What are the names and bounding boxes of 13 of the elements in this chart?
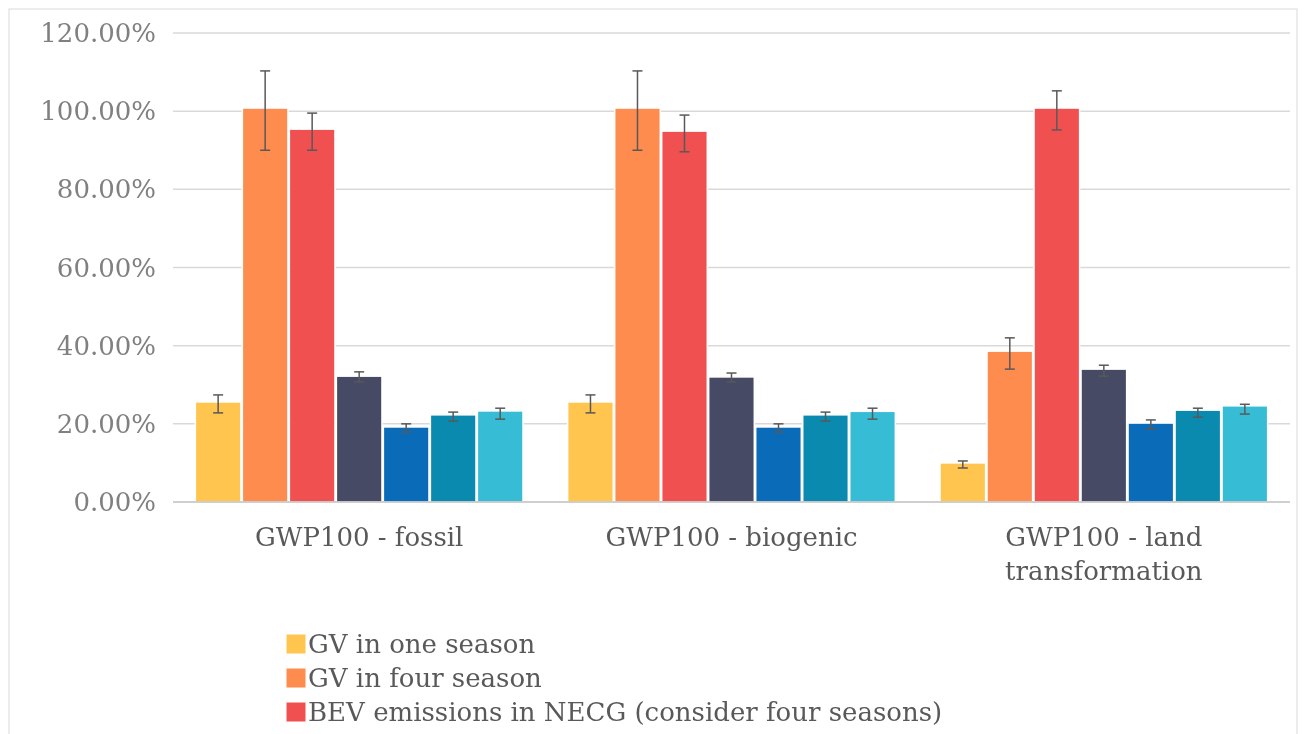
legend-label: GV in four season <box>308 663 543 694</box>
x-tick-label: GWP100 - fossil <box>254 522 464 552</box>
y-tick-label: 40.00% <box>56 330 156 361</box>
y-tick-label: 80.00% <box>56 174 156 205</box>
y-tick-label: 60.00% <box>56 252 156 283</box>
x-tick-label: GWP100 - land transformation <box>1005 522 1203 586</box>
y-tick-label: 120.00% <box>40 18 156 49</box>
y-tick-label: 0.00% <box>73 487 156 518</box>
legend-label: BEV emissions in NECG (consider four seasons) <box>308 697 943 728</box>
legend-label: GV in one season <box>308 629 536 660</box>
y-tick-label: 20.00% <box>56 408 156 439</box>
y-tick-label: 100.00% <box>40 96 156 127</box>
x-tick-label: GWP100 - biogenic <box>605 522 858 552</box>
